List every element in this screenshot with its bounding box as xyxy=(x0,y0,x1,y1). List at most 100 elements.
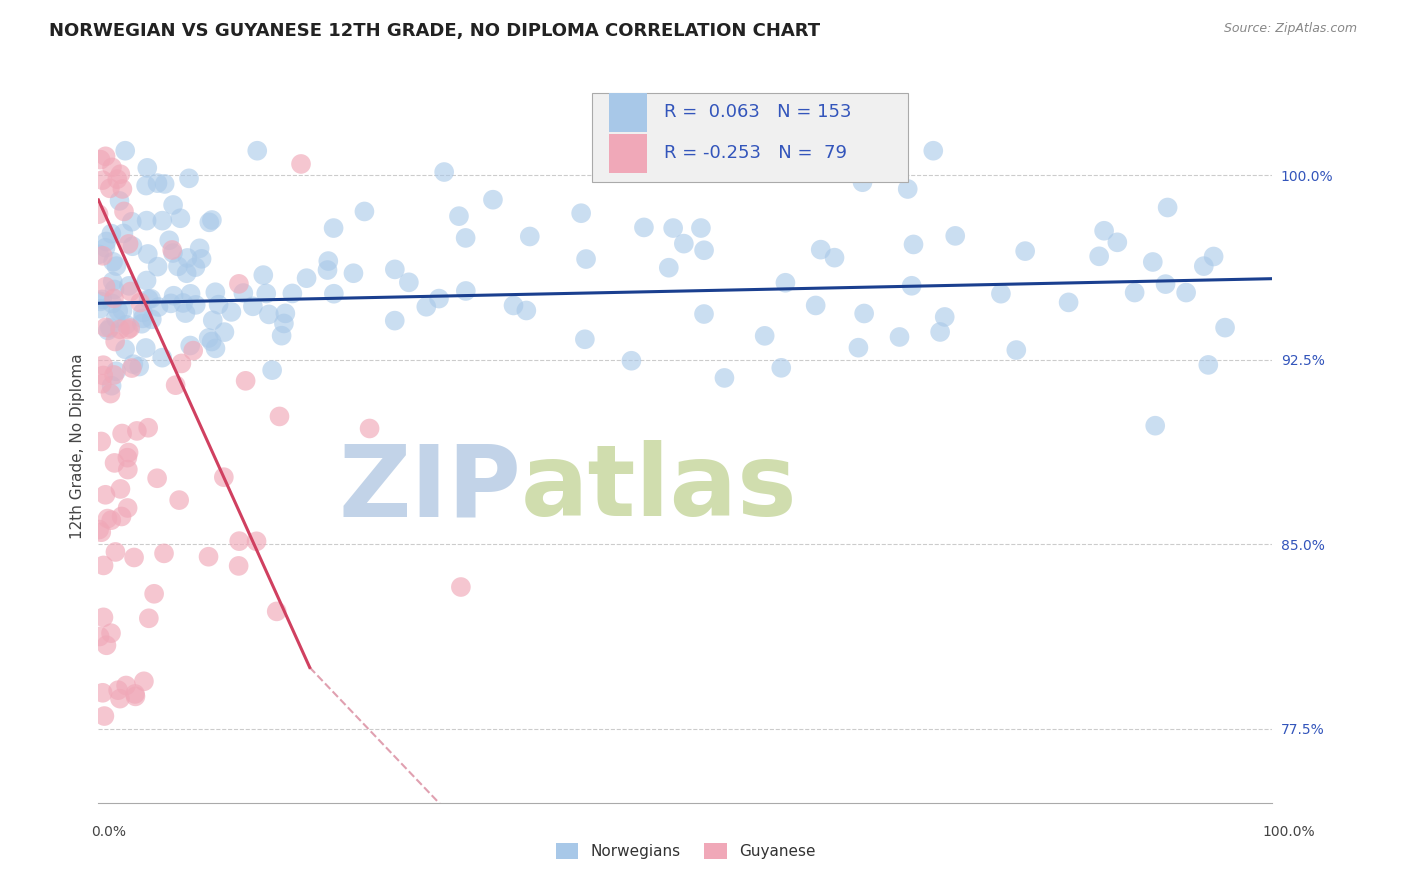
Point xyxy=(157,233,180,247)
Point xyxy=(160,296,183,310)
Point xyxy=(181,343,204,358)
Point xyxy=(384,313,406,327)
Point xyxy=(606,144,628,158)
Point xyxy=(633,220,655,235)
Point xyxy=(1014,244,1036,259)
Point xyxy=(165,378,187,392)
Point xyxy=(342,266,364,280)
Point xyxy=(93,558,115,573)
Point xyxy=(204,285,226,300)
Point xyxy=(117,462,139,476)
Point xyxy=(214,325,236,339)
Point xyxy=(100,227,122,241)
Point xyxy=(1142,255,1164,269)
Point xyxy=(245,534,267,549)
Point xyxy=(693,307,716,321)
Point xyxy=(204,342,226,356)
Point xyxy=(115,678,138,692)
Point xyxy=(91,686,114,700)
Point xyxy=(104,334,127,349)
Point xyxy=(131,317,153,331)
Point xyxy=(274,306,297,320)
Point xyxy=(207,298,229,312)
Text: 100.0%: 100.0% xyxy=(1263,825,1315,839)
Text: 0.0%: 0.0% xyxy=(91,825,127,839)
Point xyxy=(929,325,952,339)
Text: ZIP: ZIP xyxy=(339,441,522,537)
Point xyxy=(398,276,420,290)
Point xyxy=(853,306,876,320)
Point xyxy=(93,368,115,383)
Point xyxy=(94,320,117,334)
Point xyxy=(117,450,139,465)
Point xyxy=(135,341,157,355)
Point xyxy=(713,371,735,385)
Point xyxy=(136,421,159,435)
Point xyxy=(1213,320,1236,334)
Point xyxy=(454,284,477,298)
Point xyxy=(135,213,157,227)
Point xyxy=(146,471,169,485)
Point xyxy=(100,513,122,527)
Point xyxy=(235,374,257,388)
Point xyxy=(125,424,148,438)
Point xyxy=(129,295,152,310)
Point xyxy=(114,342,136,356)
Point xyxy=(262,363,284,377)
Point xyxy=(100,378,122,392)
Point xyxy=(1202,250,1225,264)
Point xyxy=(112,227,135,241)
Point xyxy=(96,638,118,652)
Point xyxy=(359,421,381,435)
Point xyxy=(124,687,146,701)
Point xyxy=(254,286,277,301)
Point xyxy=(212,470,235,484)
Point xyxy=(454,231,477,245)
Point xyxy=(122,357,145,371)
Point xyxy=(139,292,162,306)
Point xyxy=(89,630,111,644)
Point xyxy=(415,300,437,314)
FancyBboxPatch shape xyxy=(609,93,647,132)
Point xyxy=(110,167,132,181)
Point xyxy=(104,311,127,326)
Point xyxy=(89,294,111,309)
Point xyxy=(87,523,110,537)
Point xyxy=(100,386,122,401)
Point xyxy=(135,178,157,193)
Point xyxy=(163,289,186,303)
Point xyxy=(121,361,143,376)
Point xyxy=(903,237,925,252)
Point xyxy=(94,149,117,163)
Point xyxy=(112,204,135,219)
Point xyxy=(575,252,598,266)
Point xyxy=(266,604,288,618)
Point xyxy=(91,249,114,263)
Point xyxy=(232,285,254,300)
Text: Source: ZipAtlas.com: Source: ZipAtlas.com xyxy=(1223,22,1357,36)
Point xyxy=(135,274,157,288)
Point xyxy=(824,251,846,265)
Point xyxy=(162,198,184,212)
Point xyxy=(934,310,956,324)
Point xyxy=(252,268,274,282)
Point xyxy=(91,358,114,372)
Legend: Norwegians, Guyanese: Norwegians, Guyanese xyxy=(555,844,815,859)
Point xyxy=(153,546,176,560)
Point xyxy=(120,285,142,299)
Point xyxy=(111,426,134,441)
Point xyxy=(810,243,832,257)
Point xyxy=(121,215,143,229)
Point xyxy=(103,283,125,297)
Point xyxy=(107,683,129,698)
Point xyxy=(110,509,132,524)
Point xyxy=(569,206,592,220)
Point xyxy=(290,157,312,171)
Point xyxy=(103,292,125,306)
Point xyxy=(1192,259,1215,273)
Point xyxy=(770,360,793,375)
Point xyxy=(100,626,122,640)
Point xyxy=(775,276,797,290)
Point xyxy=(322,221,344,235)
Point xyxy=(269,409,291,424)
